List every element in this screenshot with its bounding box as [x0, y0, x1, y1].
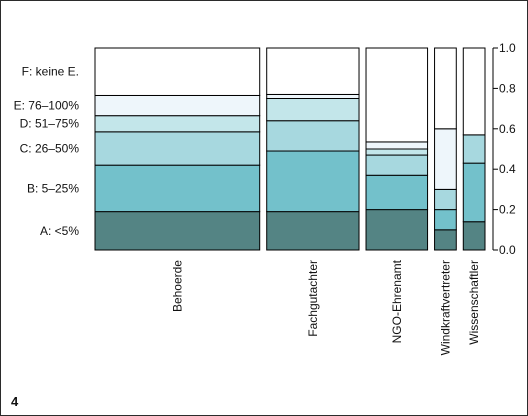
cell-2-2: [266, 150, 360, 213]
level-label-4: D: 51–75%: [20, 117, 80, 131]
level-label-5: E: 76–100%: [14, 99, 80, 113]
cell-5-3: [462, 134, 486, 164]
level-label-6: F: keine E.: [22, 65, 79, 79]
cell-3-2: [365, 174, 429, 211]
level-label-3: C: 26–50%: [20, 142, 80, 156]
right-axis-tick-label: 0.2: [499, 203, 516, 217]
right-axis-tick-label: 0.8: [499, 81, 516, 95]
cell-3-3: [365, 154, 429, 176]
right-axis-tick-label: 0.4: [499, 162, 516, 176]
cell-3-1: [365, 209, 429, 251]
category-label-4: Windkraftvertreter: [438, 260, 452, 355]
cell-3-4: [365, 148, 429, 156]
cell-1-2: [94, 164, 261, 213]
cell-2-6: [266, 47, 360, 95]
cell-5-6: [462, 47, 486, 136]
cell-2-4: [266, 98, 360, 122]
cell-4-2: [434, 209, 457, 231]
level-labels: A: <5% B: 5–25% C: 26–50% D: 51–75% E: 76–10…: [14, 65, 80, 238]
cell-4-3: [434, 188, 457, 211]
right-axis-tick-label: 0.0: [499, 243, 516, 257]
cell-1-3: [94, 131, 261, 166]
cell-1-6: [94, 47, 261, 96]
right-axis: 0.0 0.2 0.4 0.6 0.8 1.0: [492, 41, 516, 257]
cell-4-1: [434, 229, 457, 251]
cell-4-5: [434, 128, 457, 190]
cell-1-5: [94, 94, 261, 117]
mosaic-cells: [94, 47, 486, 251]
cell-4-6: [434, 47, 457, 130]
cell-5-1: [462, 221, 486, 251]
category-label-5: Wissenschaftler: [467, 260, 481, 345]
right-axis-tick-label: 0.6: [499, 122, 516, 136]
figure-number: 4: [11, 394, 19, 409]
right-axis-tick-label: 1.0: [499, 41, 516, 55]
cell-1-4: [94, 115, 261, 133]
cell-2-5: [266, 93, 360, 99]
cell-1-1: [94, 211, 261, 251]
cell-2-1: [266, 211, 360, 251]
cell-3-6: [365, 47, 429, 143]
category-label-2: Fachgutachter: [306, 260, 320, 337]
category-label-1: Behoerde: [170, 260, 184, 312]
level-label-2: B: 5–25%: [27, 181, 79, 195]
category-label-3: NGO-Ehrenamt: [390, 259, 404, 343]
category-labels: Behoerde Fachgutachter NGO-Ehrenamt Windkra…: [170, 259, 481, 355]
cell-5-2: [462, 162, 486, 223]
cell-2-3: [266, 120, 360, 152]
level-label-1: A: <5%: [40, 224, 79, 238]
cell-3-5: [365, 141, 429, 150]
